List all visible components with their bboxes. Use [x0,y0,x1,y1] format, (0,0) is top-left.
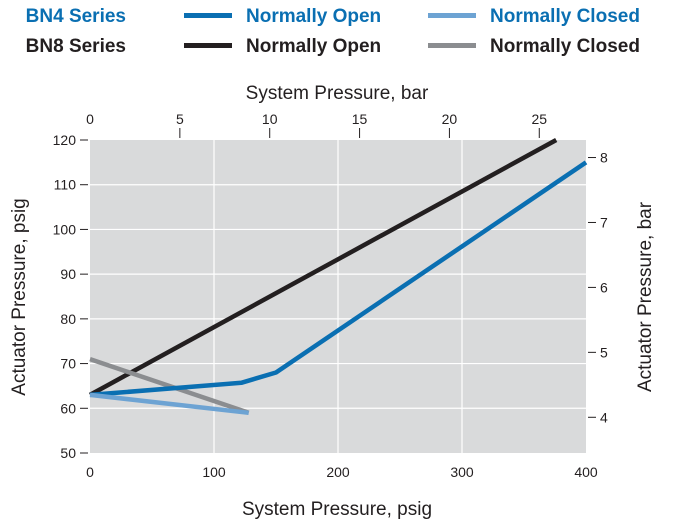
y-tick-label: 60 [60,400,76,416]
x2-tick-label: 20 [442,111,458,127]
legend-bn4-open-label: Normally Open [246,6,381,27]
y-tick-label: 70 [60,356,76,372]
left-axis-title: Actuator Pressure, psig [9,198,30,395]
legend-bn4-open-swatch [184,13,232,18]
y-tick-label: 100 [53,221,77,237]
y2-tick-label: 6 [600,279,608,295]
y2-tick-label: 7 [600,214,608,230]
x2-tick-label: 10 [262,111,278,127]
legend-bn8-closed-label: Normally Closed [490,36,640,57]
right-axis-title: Actuator Pressure, bar [635,201,656,392]
legend-bn4-closed-swatch [428,13,476,18]
y-tick-label: 120 [53,132,77,148]
y-tick-label: 50 [60,445,76,461]
y-tick-label: 110 [54,177,77,193]
x2-tick-label: 25 [531,111,547,127]
x-tick-label: 200 [326,464,350,480]
legend-bn8-open-swatch [184,43,232,48]
y2-tick-label: 4 [600,409,608,425]
y-tick-label: 80 [60,311,76,327]
y2-tick-label: 5 [600,344,608,360]
x-tick-label: 0 [86,464,94,480]
y2-tick-label: 8 [600,150,608,166]
y-tick-label: 90 [60,266,76,282]
x2-tick-label: 0 [86,111,94,127]
x-tick-label: 100 [202,464,226,480]
x-tick-label: 400 [574,464,598,480]
legend-bn8-series-label: BN8 Series [26,36,126,57]
legend: BN4 Series Normally Open Normally Closed… [26,6,640,57]
legend-bn8-closed-swatch [428,43,476,48]
top-axis-title: System Pressure, bar [246,83,429,104]
legend-bn8-open-label: Normally Open [246,36,381,57]
legend-bn4-series-label: BN4 Series [26,6,126,27]
legend-bn4-closed-label: Normally Closed [490,6,640,27]
x2-tick-label: 5 [176,111,184,127]
x2-tick-label: 15 [352,111,368,127]
x-tick-label: 300 [450,464,474,480]
bottom-axis-title: System Pressure, psig [242,499,432,520]
